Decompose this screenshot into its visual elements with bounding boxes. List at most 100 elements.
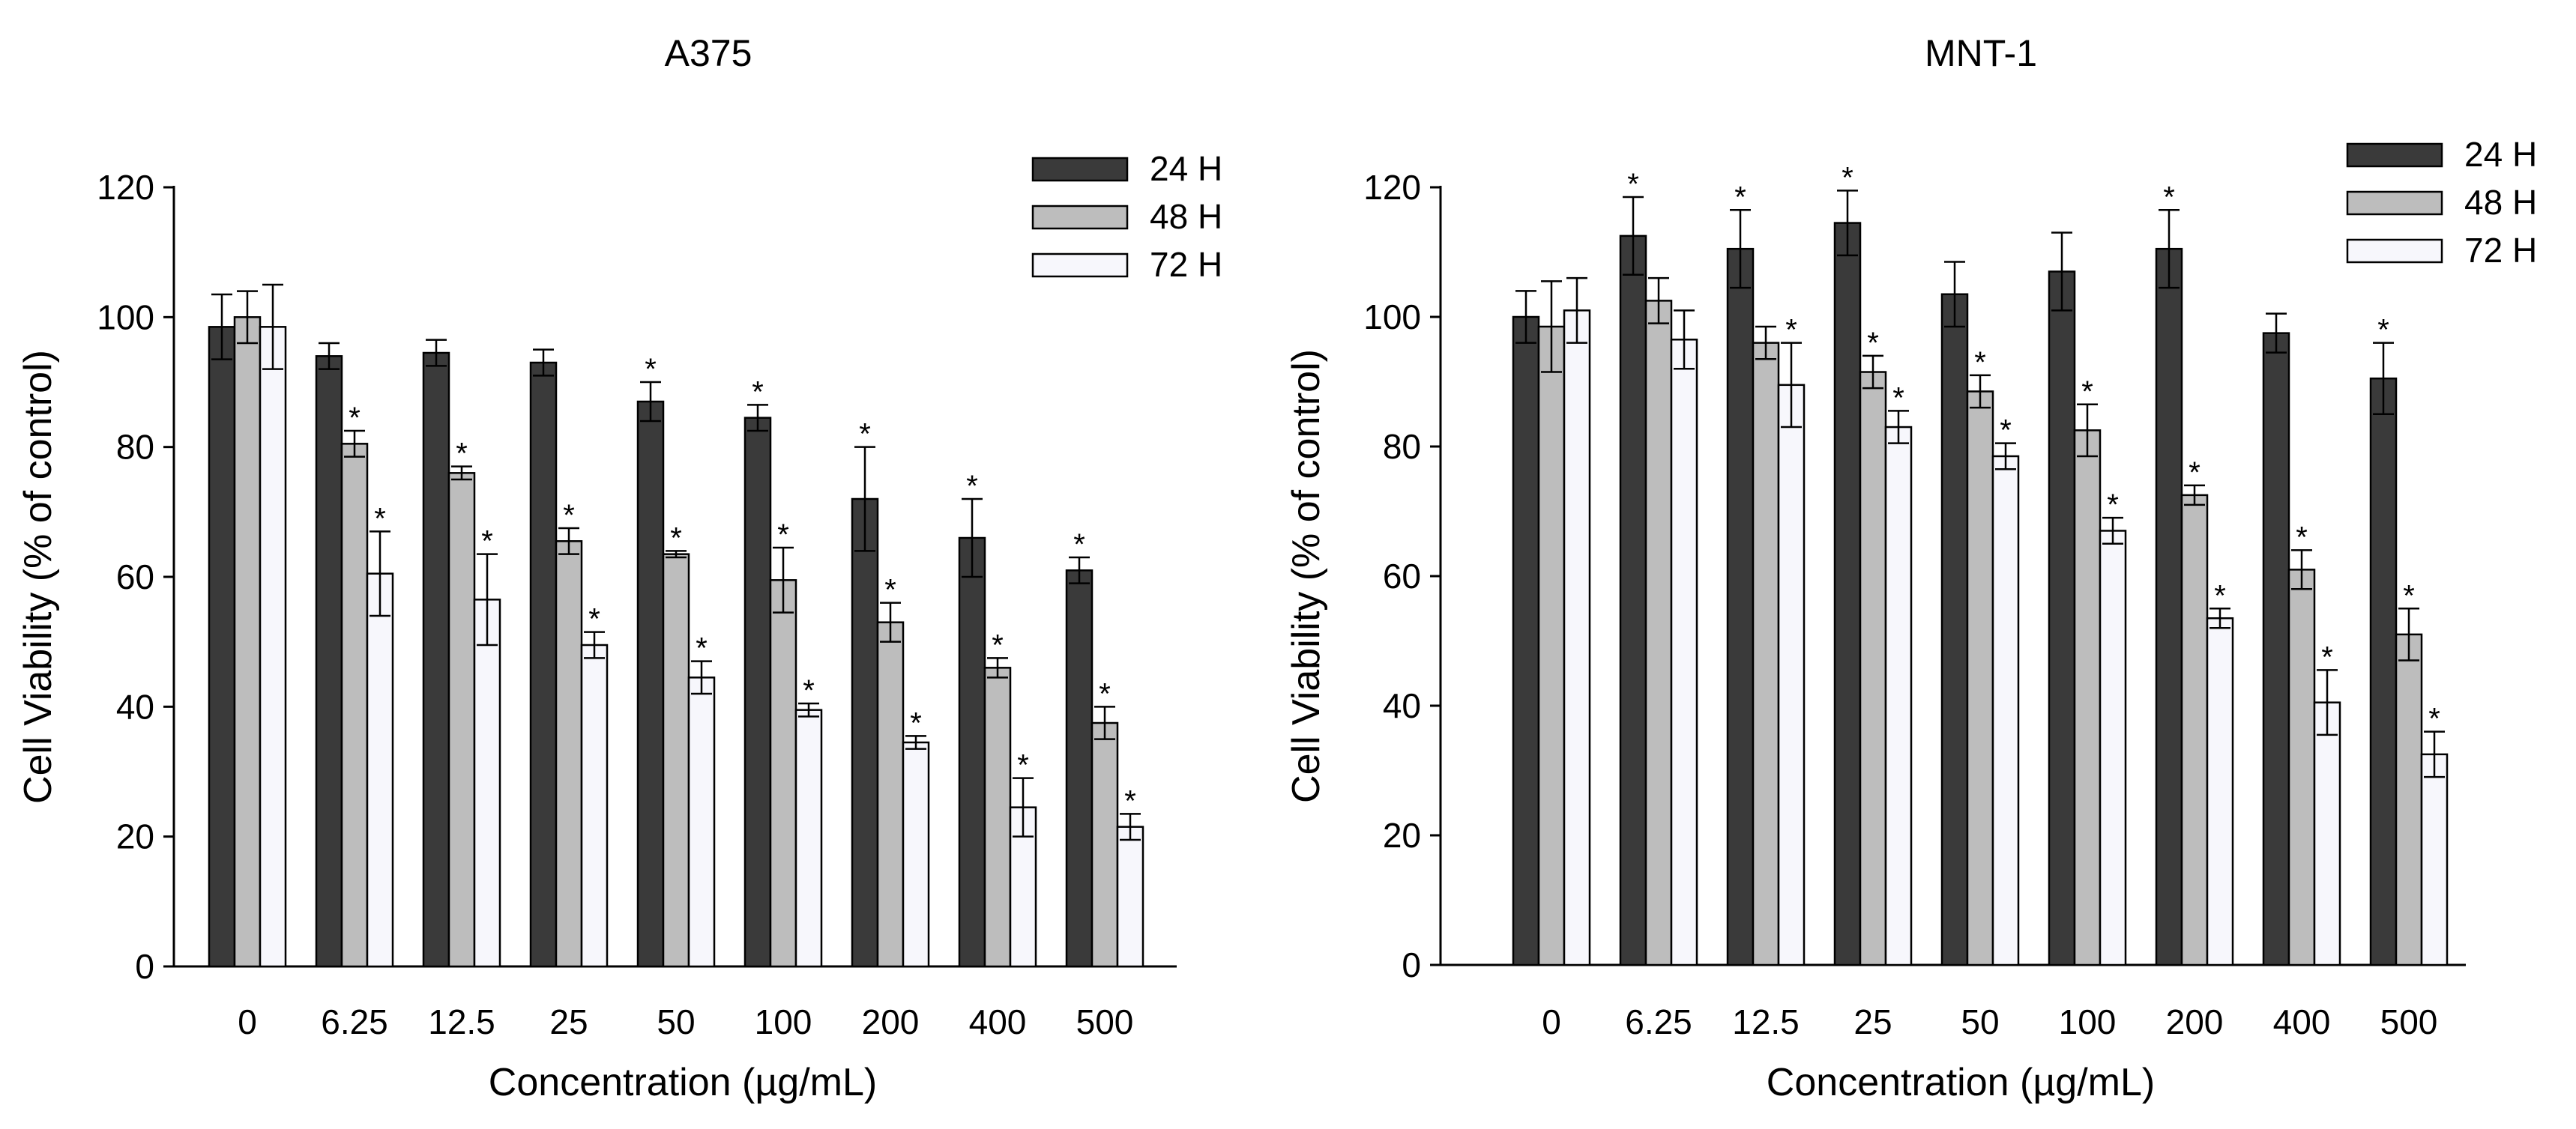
significance-marker: * xyxy=(1892,381,1904,414)
significance-marker: * xyxy=(349,402,361,435)
significance-marker: * xyxy=(2321,641,2333,674)
legend-label: 24 H xyxy=(1150,149,1222,188)
bar-72h xyxy=(366,572,394,968)
bar-24h xyxy=(743,417,772,968)
bar-48h xyxy=(2073,429,2102,966)
bar-72h xyxy=(1116,826,1144,968)
legend-swatch xyxy=(1031,205,1129,230)
chart-panel-a375: A375 0 20 40 60 80 100 120 Cell Viability (% of … xyxy=(16,32,1222,1104)
bar-48h xyxy=(233,316,262,968)
x-tick-label: 0 xyxy=(238,1002,257,1041)
bar-48h xyxy=(876,621,905,968)
y-tick-label: 40 xyxy=(1383,686,1421,725)
y-tick-label: 40 xyxy=(116,687,154,726)
bar-72h xyxy=(1991,455,2020,966)
legend-swatch xyxy=(2346,142,2443,168)
bar-48h xyxy=(983,667,1012,968)
bar-72h xyxy=(2313,701,2341,966)
significance-marker: * xyxy=(1841,161,1853,194)
bar-48h xyxy=(340,443,369,968)
x-tick-label: 25 xyxy=(549,1002,588,1041)
x-tick-label: 400 xyxy=(969,1002,1027,1041)
x-tick-label: 200 xyxy=(862,1002,920,1041)
significance-marker: * xyxy=(670,521,682,554)
significance-marker: * xyxy=(803,674,815,707)
significance-marker: * xyxy=(2107,488,2119,521)
bar-24h xyxy=(2155,247,2183,966)
x-tick-label: 12.5 xyxy=(1732,1002,1800,1041)
significance-marker: * xyxy=(481,525,493,558)
y-tick-label: 80 xyxy=(116,428,154,467)
bar-72h xyxy=(259,326,287,968)
significance-marker: * xyxy=(1785,314,1797,347)
bar-48h xyxy=(1859,371,1887,966)
bar-24h xyxy=(2369,377,2398,966)
bar-48h xyxy=(2180,494,2209,966)
bar-48h xyxy=(1644,300,1673,966)
chart-panel-mnt1: MNT-1 0 20 40 60 80 100 120 Cell Viability (% of… xyxy=(1285,32,2537,1104)
x-tick-label: 400 xyxy=(2273,1002,2331,1041)
legend-label: 48 H xyxy=(2464,183,2537,222)
y-tick-label: 100 xyxy=(97,297,154,336)
x-tick-label: 50 xyxy=(657,1002,695,1041)
bar-48h xyxy=(1752,342,1780,966)
significance-marker: * xyxy=(1124,784,1136,817)
significance-marker: * xyxy=(1867,327,1879,360)
bar-24h xyxy=(208,326,236,968)
bar-72h xyxy=(794,709,823,968)
bar-24h xyxy=(1512,315,1540,966)
x-tick-label: 0 xyxy=(1542,1002,1561,1041)
bar-24h xyxy=(2048,270,2076,966)
y-axis-label: Cell Viability (% of control) xyxy=(1285,349,1328,803)
significance-marker: * xyxy=(2296,521,2308,554)
bar-48h xyxy=(2287,569,2316,966)
x-tick-label: 25 xyxy=(1853,1002,1892,1041)
significance-marker: * xyxy=(910,706,922,739)
bar-24h xyxy=(1833,222,1862,966)
bar-24h xyxy=(851,497,879,968)
x-tick-label: 100 xyxy=(755,1002,812,1041)
bar-72h xyxy=(1670,339,1698,966)
bar-72h xyxy=(580,644,609,968)
bar-48h xyxy=(555,540,583,968)
significance-marker: * xyxy=(2377,314,2389,347)
y-axis-label: Cell Viability (% of control) xyxy=(16,350,60,804)
significance-marker: * xyxy=(2214,579,2226,612)
x-tick-label: 6.25 xyxy=(321,1002,388,1041)
bar-72h xyxy=(1777,384,1806,966)
legend-label: 48 H xyxy=(1150,197,1222,236)
significance-marker: * xyxy=(374,502,386,535)
significance-marker: * xyxy=(777,518,789,551)
chart-title: A375 xyxy=(665,32,752,74)
bar-48h xyxy=(1091,721,1119,968)
bar-48h xyxy=(1966,390,1994,966)
significance-marker: * xyxy=(1073,528,1085,561)
y-tick-label: 100 xyxy=(1363,297,1421,336)
x-tick-label: 100 xyxy=(2059,1002,2117,1041)
y-tick-label: 0 xyxy=(1402,945,1421,984)
legend-swatch xyxy=(1031,252,1129,278)
significance-marker: * xyxy=(588,603,600,636)
y-tick-label: 60 xyxy=(1383,557,1421,596)
bar-24h xyxy=(422,351,450,968)
significance-marker: * xyxy=(1627,168,1639,201)
significance-marker: * xyxy=(2163,181,2175,214)
significance-marker: * xyxy=(645,353,657,386)
legend-swatch xyxy=(2346,238,2443,264)
y-tick-label: 80 xyxy=(1383,427,1421,466)
significance-marker: * xyxy=(884,574,896,607)
significance-marker: * xyxy=(1099,677,1111,710)
significance-marker: * xyxy=(1017,749,1029,782)
legend-label: 72 H xyxy=(1150,245,1222,284)
bar-24h xyxy=(1065,569,1094,968)
bar-24h xyxy=(636,400,665,968)
x-tick-label: 200 xyxy=(2166,1002,2224,1041)
bar-48h xyxy=(447,472,476,968)
bar-24h xyxy=(1619,234,1647,966)
y-tick-label: 60 xyxy=(116,557,154,596)
x-tick-label: 6.25 xyxy=(1625,1002,1692,1041)
significance-marker: * xyxy=(752,375,764,408)
x-tick-label: 50 xyxy=(1961,1002,1999,1041)
bar-24h xyxy=(529,361,558,968)
